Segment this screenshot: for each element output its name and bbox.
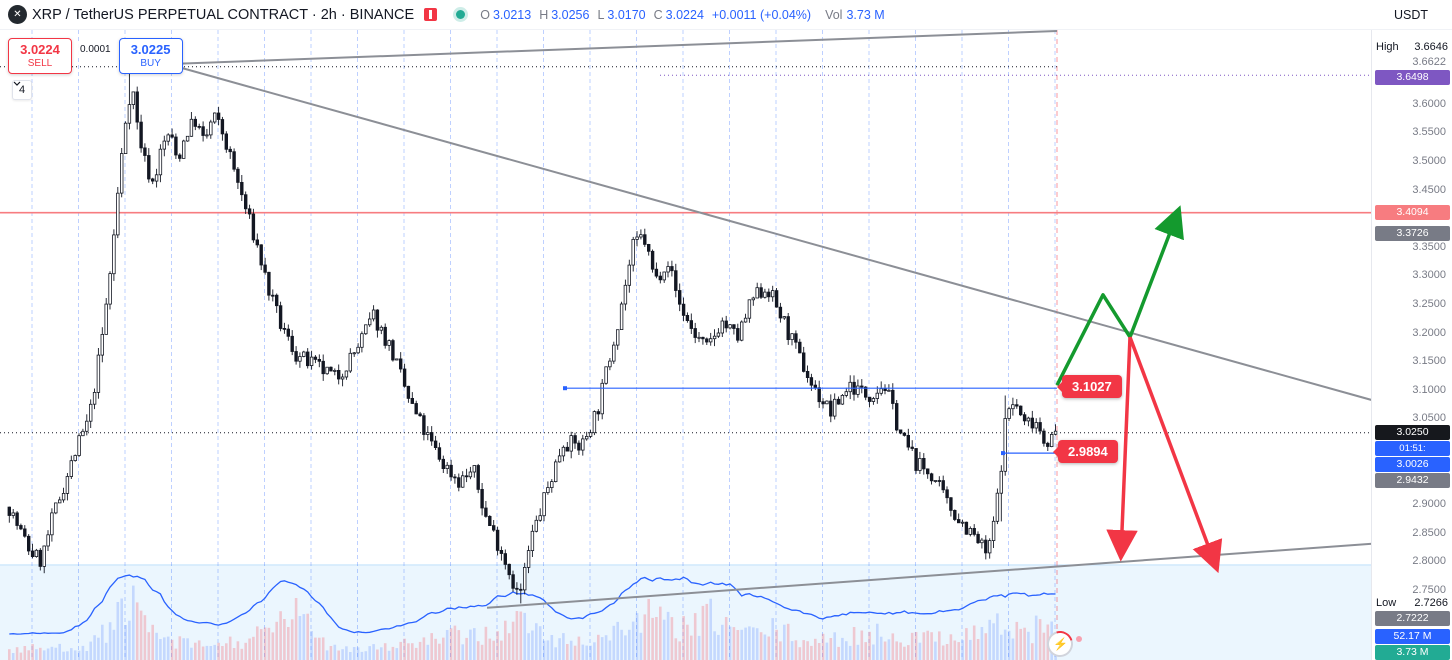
- close-value: 3.0224: [665, 7, 704, 22]
- low-value: 3.0170: [607, 7, 646, 22]
- trade-panel: 3.0224 SELL 0.0001 3.0225 BUY: [8, 38, 183, 74]
- sell-button[interactable]: 3.0224 SELL: [8, 38, 72, 74]
- price-note-lower[interactable]: 2.9894: [1053, 440, 1118, 464]
- session-low-row: Low 2.7266: [1376, 596, 1448, 610]
- price-tick: 3.0500: [1412, 412, 1446, 425]
- chart-body: 3.0224 SELL 0.0001 3.0225 BUY 4 3.1027 2…: [0, 30, 1452, 660]
- price-badge: 3.0026: [1375, 457, 1450, 473]
- session-low-row-value: 2.7266: [1414, 596, 1448, 609]
- close-label: C: [653, 7, 663, 22]
- symbol-logo[interactable]: ✕: [8, 5, 27, 24]
- sell-label: SELL: [27, 58, 53, 69]
- high-label: H: [539, 7, 549, 22]
- price-badge: 01:51:: [1375, 441, 1450, 457]
- session-low-row-label: Low: [1376, 596, 1397, 609]
- price-badge: 2.9432: [1375, 473, 1450, 489]
- price-tick: 3.3500: [1412, 240, 1446, 253]
- price-tick: 3.5000: [1412, 154, 1446, 167]
- collapsed-widgets-button[interactable]: 4: [12, 80, 33, 100]
- chart-pane[interactable]: 3.0224 SELL 0.0001 3.0225 BUY 4 3.1027 2…: [0, 30, 1372, 660]
- change-value: +0.0011 (+0.04%): [711, 7, 812, 22]
- volume-label: Vol: [825, 7, 843, 22]
- symbol-title[interactable]: XRP / TetherUS PERPETUAL CONTRACT · 2h ·…: [32, 6, 415, 23]
- collapsed-widgets-count: 4: [19, 84, 26, 96]
- price-tick: 3.2500: [1412, 297, 1446, 310]
- price-tick: 3.1500: [1412, 355, 1446, 368]
- quote-currency-label: USDT: [1393, 7, 1428, 22]
- price-tick: 2.9000: [1412, 498, 1446, 511]
- open-label: O: [480, 7, 490, 22]
- price-tick: 2.7500: [1412, 584, 1446, 597]
- chart-canvas[interactable]: [0, 30, 1372, 660]
- price-tick: 3.1000: [1412, 383, 1446, 396]
- volume-value: 3.73 M: [846, 7, 885, 22]
- sell-price: 3.0224: [20, 42, 60, 57]
- lightning-icon: ⚡: [1052, 636, 1068, 651]
- ohlc-readout: O 3.0213 H 3.0256 L 3.0170 C 3.0224 +0.0…: [480, 8, 816, 22]
- chart-style-icon[interactable]: [424, 8, 438, 21]
- buy-price: 3.0225: [130, 42, 171, 57]
- price-note-upper[interactable]: 3.1027: [1057, 375, 1122, 399]
- price-scale[interactable]: 3.6000 3.5500 3.5000 3.4500 3.3500 3.3000 3.25…: [1371, 30, 1452, 660]
- price-tick: 3.2000: [1412, 326, 1446, 339]
- buy-label: BUY: [140, 58, 161, 69]
- high-value: 3.0256: [551, 7, 590, 22]
- price-badge: 3.0250: [1375, 425, 1450, 441]
- price-tick: 3.4500: [1412, 183, 1446, 196]
- price-badge: 52.17 M: [1375, 629, 1450, 644]
- price-badge: 3.3726: [1375, 226, 1450, 242]
- low-label: L: [597, 7, 605, 22]
- chevron-down-icon: [13, 81, 21, 86]
- session-high-row: High 3.6646: [1376, 40, 1448, 54]
- price-tick: 2.8500: [1412, 526, 1446, 539]
- price-badge: 3.6498: [1375, 70, 1450, 85]
- xrp-logo-icon: ✕: [13, 9, 22, 20]
- spread-value: 0.0001: [78, 44, 113, 55]
- price-badge: 3.4094: [1375, 205, 1450, 221]
- price-badge: 2.7222: [1375, 610, 1450, 626]
- price-tick: 2.8000: [1412, 555, 1446, 568]
- open-value: 3.0213: [492, 7, 532, 22]
- session-high-row-value: 3.6646: [1414, 41, 1448, 53]
- notification-dot: [1076, 636, 1082, 642]
- price-tick: 3.3000: [1412, 269, 1446, 282]
- market-status-icon[interactable]: [456, 10, 466, 19]
- session-high-row-label: High: [1376, 41, 1399, 53]
- buy-button[interactable]: 3.0225 BUY: [118, 38, 183, 74]
- price-tick: 3.5500: [1412, 126, 1446, 139]
- chart-header: ✕ XRP / TetherUS PERPETUAL CONTRACT · 2h…: [0, 0, 1452, 30]
- price-badge: 3.73 M: [1375, 645, 1450, 660]
- price-tick: 3.6000: [1412, 97, 1446, 110]
- volume-readout: Vol 3.73 M: [825, 8, 885, 22]
- secondary-high-value: 3.6622: [1412, 56, 1446, 68]
